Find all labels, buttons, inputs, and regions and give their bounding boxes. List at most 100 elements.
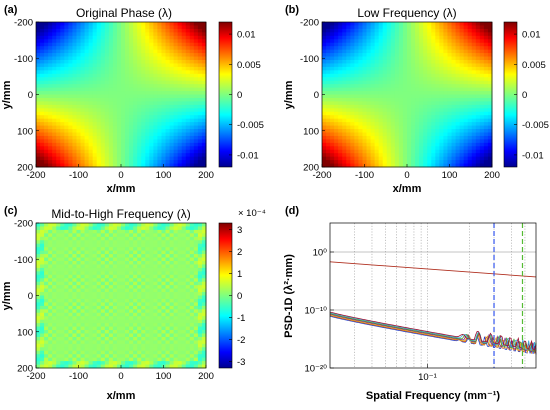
- heatmap-cell: [153, 66, 158, 71]
- heatmap-cell: [330, 56, 335, 61]
- heatmap-cell: [374, 156, 380, 161]
- heatmap-cell: [350, 22, 355, 26]
- heatmap-cell: [40, 46, 45, 51]
- heatmap-cell: [169, 101, 175, 106]
- heatmap-cell: [463, 104, 469, 109]
- heatmap-cell: [40, 49, 45, 54]
- heatmap-cell: [386, 46, 392, 51]
- heatmap-cell: [56, 66, 61, 71]
- heatmap-cell: [415, 132, 420, 137]
- heatmap-cell: [56, 28, 61, 33]
- heatmap-cell: [342, 59, 347, 64]
- heatmap-cell: [121, 129, 126, 133]
- heatmap-cell: [153, 292, 158, 296]
- heatmap-cell: [419, 125, 424, 130]
- heatmap-cell: [475, 70, 481, 75]
- heatmap-cell: [112, 309, 118, 314]
- heatmap-cell: [153, 305, 158, 310]
- heatmap-cell: [370, 156, 376, 161]
- heatmap-cell: [44, 59, 49, 64]
- heatmap-cell: [153, 323, 158, 328]
- heatmap-cell: [447, 59, 452, 64]
- heatmap-cell: [439, 56, 444, 61]
- heatmap-cell: [431, 142, 436, 147]
- heatmap-cell: [125, 354, 130, 359]
- heatmap-cell: [72, 135, 77, 140]
- heatmap-cell: [157, 257, 162, 262]
- heatmap-cell: [443, 139, 448, 144]
- heatmap-cell: [100, 288, 106, 293]
- heatmap-cell: [419, 56, 424, 61]
- heatmap-cell: [104, 129, 110, 133]
- heatmap-cell: [415, 53, 420, 57]
- heatmap-cell: [80, 340, 86, 345]
- heatmap-cell: [330, 97, 335, 102]
- heatmap-cell: [104, 361, 110, 365]
- heatmap-cell: [322, 125, 327, 130]
- heatmap-cell: [479, 142, 485, 147]
- heatmap-cell: [370, 135, 376, 140]
- heatmap-cell: [96, 73, 102, 78]
- heatmap-cell: [181, 42, 187, 47]
- heatmap-cell: [390, 111, 396, 116]
- heatmap-cell: [398, 80, 404, 85]
- heatmap-cell: [104, 236, 110, 241]
- heatmap-cell: [129, 125, 134, 130]
- heatmap-cell: [125, 364, 130, 369]
- heatmap-cell: [483, 125, 489, 130]
- heatmap-cell: [60, 240, 65, 245]
- heatmap-cell: [96, 91, 102, 95]
- heatmap-cell: [475, 142, 481, 147]
- heatmap-cell: [108, 84, 114, 89]
- heatmap-cell: [133, 63, 138, 68]
- heatmap-cell: [112, 97, 118, 102]
- heatmap-cell: [358, 125, 363, 130]
- heatmap-cell: [197, 28, 203, 33]
- heatmap-cell: [483, 77, 489, 82]
- heatmap-cell: [116, 122, 122, 127]
- heatmap-cell: [197, 139, 203, 144]
- heatmap-cell: [459, 59, 465, 64]
- heatmap-cell: [52, 223, 57, 227]
- heatmap-cell: [181, 84, 187, 89]
- heatmap-cell: [145, 49, 150, 54]
- heatmap-cell: [386, 146, 392, 151]
- heatmap-cell: [149, 302, 154, 307]
- heatmap-cell: [40, 149, 45, 154]
- heatmap-cell: [411, 77, 416, 82]
- heatmap-cell: [80, 135, 86, 140]
- heatmap-cell: [80, 108, 86, 113]
- heatmap-cell: [330, 63, 335, 68]
- heatmap-cell: [56, 243, 61, 248]
- heatmap-cell: [157, 323, 162, 328]
- heatmap-cell: [112, 118, 118, 123]
- heatmap-cell: [165, 305, 171, 310]
- heatmap-cell: [112, 264, 118, 269]
- heatmap-cell: [121, 254, 126, 258]
- heatmap-cell: [153, 108, 158, 113]
- heatmap-cell: [330, 153, 335, 158]
- heatmap-cell: [443, 25, 448, 30]
- heatmap-cell: [145, 343, 150, 348]
- heatmap-cell: [133, 156, 138, 161]
- heatmap-cell: [44, 223, 49, 227]
- heatmap-cell: [427, 139, 432, 144]
- heatmap-cell: [483, 59, 489, 64]
- heatmap-cell: [52, 236, 57, 241]
- heatmap-cell: [153, 336, 158, 341]
- heatmap-cell: [68, 142, 73, 147]
- heatmap-cell: [402, 97, 408, 102]
- x-tick-label: -100: [355, 170, 374, 181]
- heatmap-cell: [48, 330, 53, 334]
- heatmap-cell: [463, 35, 469, 40]
- heatmap-cell: [435, 163, 440, 168]
- heatmap-cell: [96, 125, 102, 130]
- heatmap-cell: [100, 271, 106, 276]
- heatmap-cell: [44, 298, 49, 303]
- heatmap-cell: [443, 56, 448, 61]
- panel-a-ylabel: y/mm: [1, 80, 13, 109]
- heatmap-cell: [108, 350, 114, 355]
- heatmap-cell: [36, 340, 41, 345]
- heatmap-cell: [84, 319, 90, 324]
- heatmap-cell: [350, 84, 355, 89]
